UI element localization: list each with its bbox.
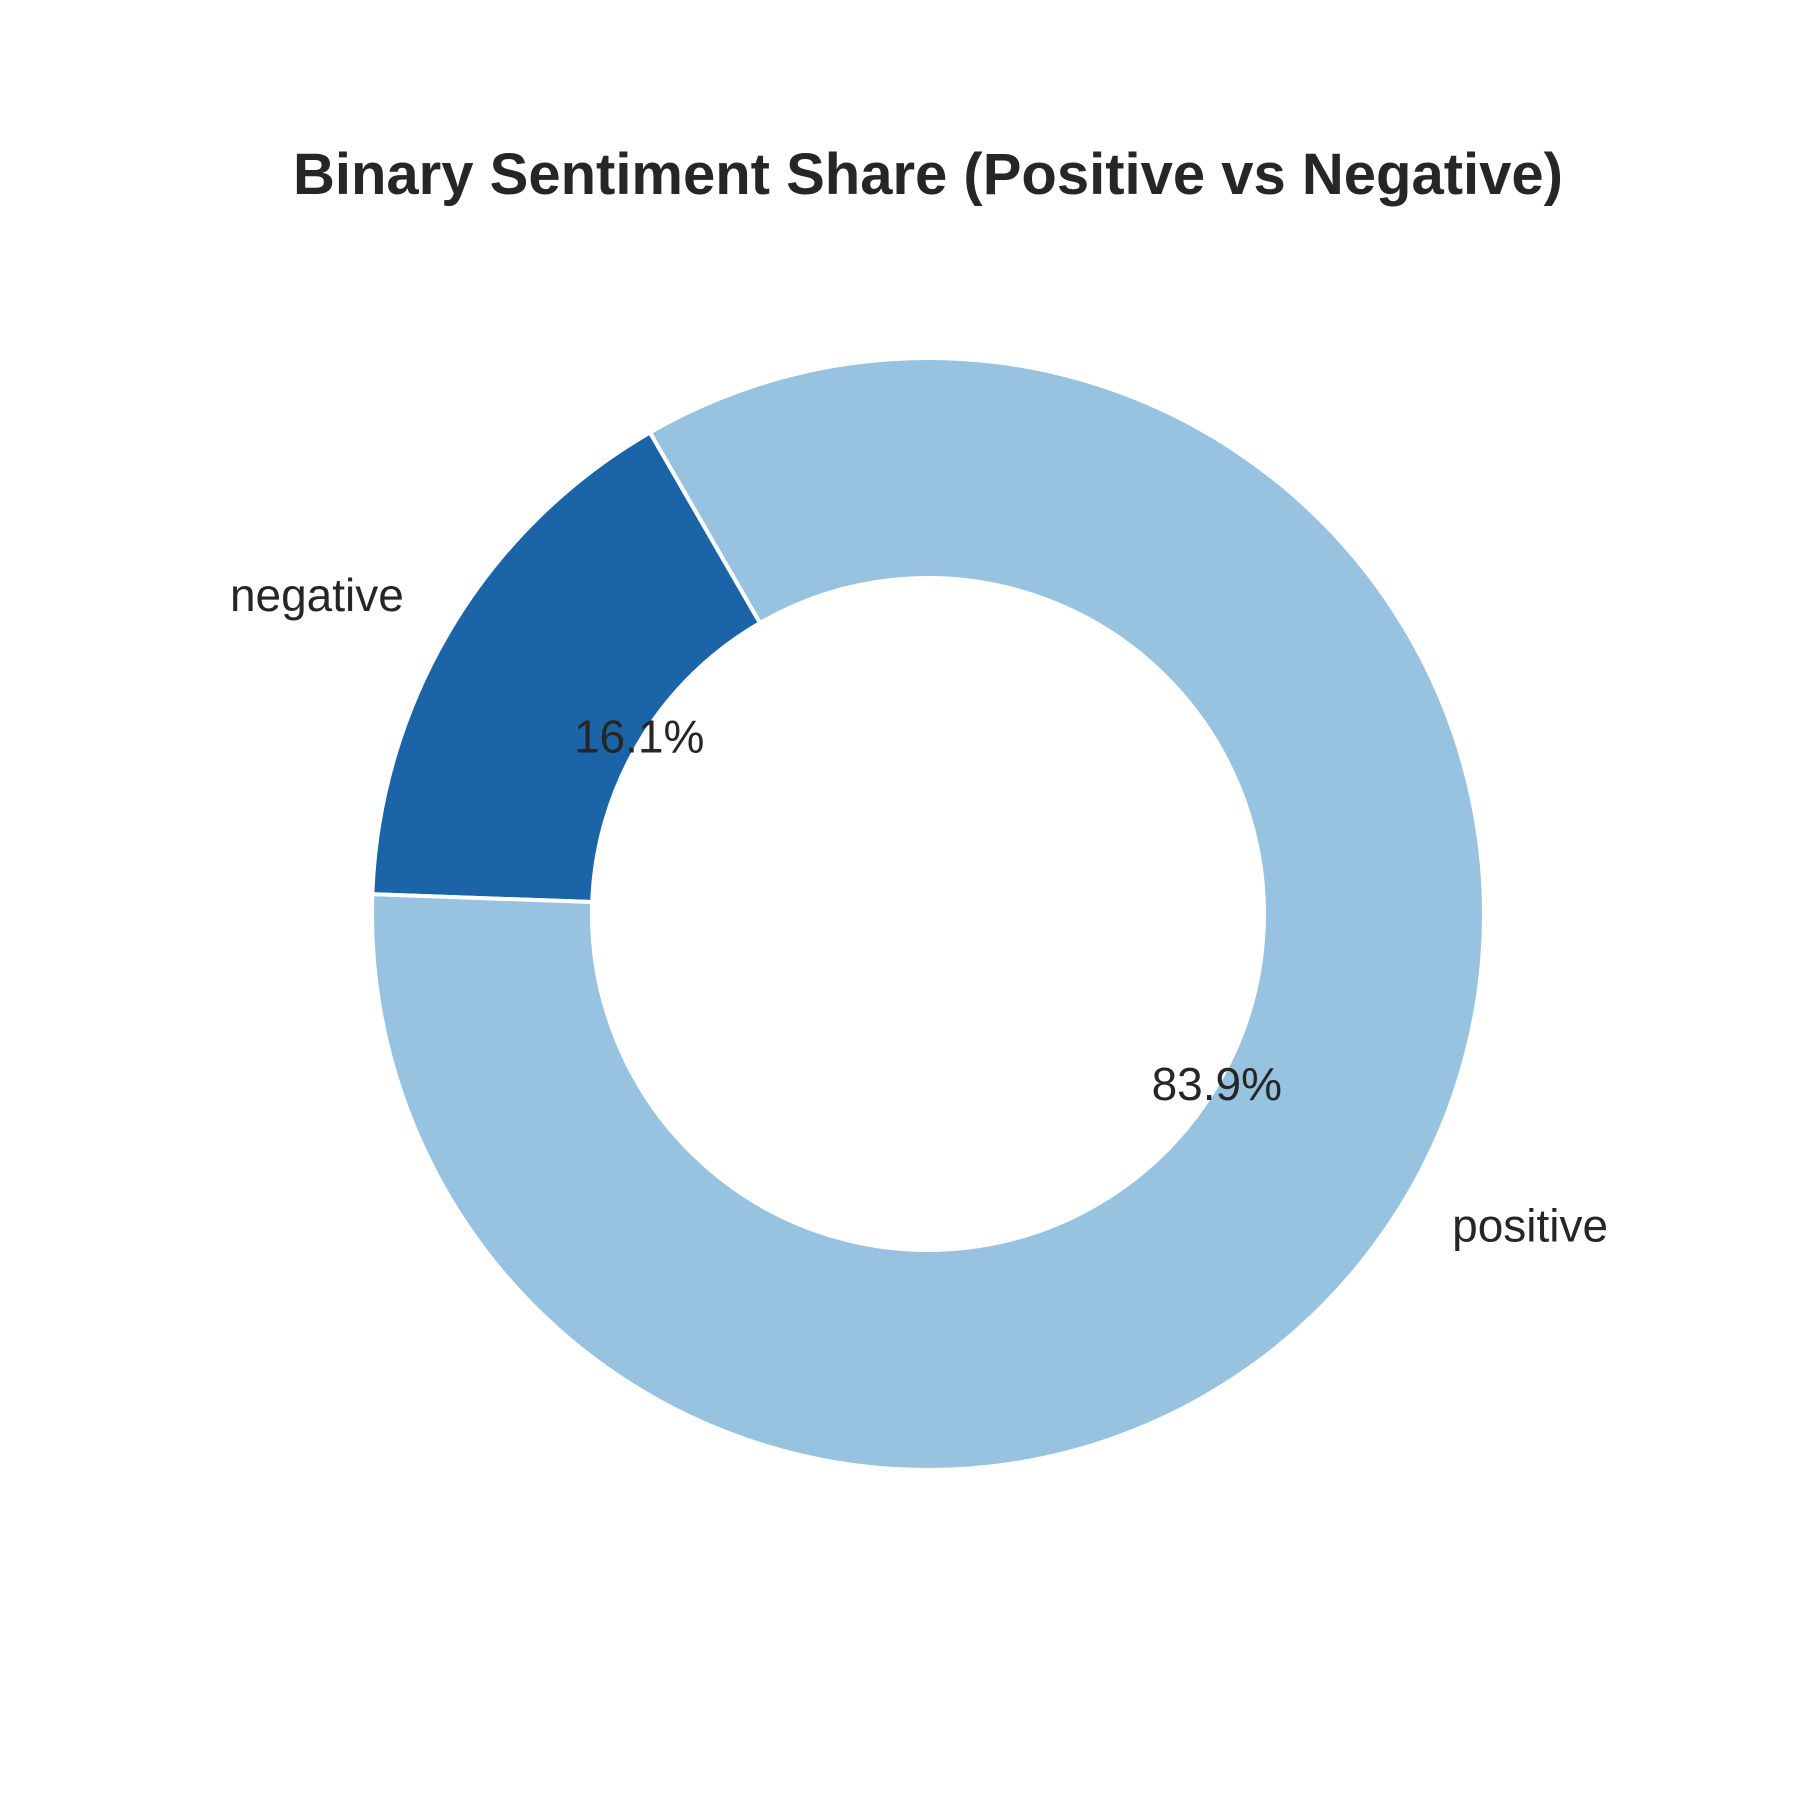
- chart-title: Binary Sentiment Share (Positive vs Nega…: [293, 142, 1563, 207]
- slice-label-negative: negative: [230, 569, 404, 621]
- slice-label-positive: positive: [1452, 1199, 1608, 1251]
- pct-label-positive: 83.9%: [1152, 1058, 1282, 1110]
- pct-label-negative: 16.1%: [574, 710, 704, 762]
- slice-positive: [369, 356, 1486, 1472]
- slice-negative: [370, 430, 762, 905]
- slices-layer: [369, 356, 1486, 1472]
- labels-layer: negative 16.1% positive 83.9%: [230, 569, 1608, 1251]
